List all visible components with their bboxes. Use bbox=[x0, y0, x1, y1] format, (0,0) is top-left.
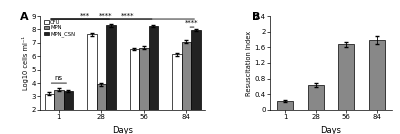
Bar bbox=[64, 91, 73, 134]
Text: ***: *** bbox=[80, 12, 90, 18]
Bar bbox=[45, 94, 54, 134]
Text: B: B bbox=[252, 12, 260, 22]
Legend: CFU, MPN, MPN_CSN: CFU, MPN, MPN_CSN bbox=[44, 20, 75, 37]
Bar bbox=[182, 42, 191, 134]
Y-axis label: Resuscitation Index: Resuscitation Index bbox=[246, 30, 252, 96]
Bar bbox=[54, 90, 64, 134]
Bar bbox=[191, 30, 200, 134]
Bar bbox=[277, 101, 293, 110]
Text: A: A bbox=[20, 12, 29, 22]
Bar bbox=[369, 40, 385, 110]
Bar bbox=[338, 44, 354, 110]
Bar bbox=[172, 54, 182, 134]
Bar bbox=[97, 84, 106, 134]
Text: ****: **** bbox=[99, 12, 113, 18]
Y-axis label: Log10 cells ml⁻¹: Log10 cells ml⁻¹ bbox=[22, 36, 28, 90]
Bar bbox=[106, 25, 116, 134]
Text: ****: **** bbox=[185, 20, 199, 26]
Text: ****: **** bbox=[120, 12, 134, 18]
Bar bbox=[139, 48, 148, 134]
X-axis label: Days: Days bbox=[320, 126, 342, 134]
Bar bbox=[87, 34, 97, 134]
Bar bbox=[148, 26, 158, 134]
Text: ns: ns bbox=[55, 75, 63, 81]
X-axis label: Days: Days bbox=[112, 126, 133, 134]
Bar bbox=[308, 85, 324, 110]
Bar bbox=[130, 49, 139, 134]
